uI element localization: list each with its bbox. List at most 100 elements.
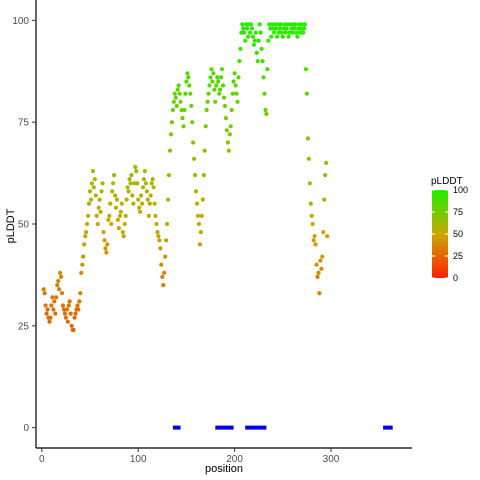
legend-tick-label: 50 [453,229,463,239]
legend-tick-label: 100 [453,185,468,195]
data-point [81,254,86,259]
data-point [105,242,110,247]
data-point [136,197,141,202]
data-point [301,30,306,35]
data-point [41,287,46,292]
data-point [271,26,276,31]
data-point [148,193,153,198]
domain-bar [215,425,234,430]
data-point [253,30,258,35]
data-point [170,107,175,113]
data-point [247,30,253,35]
data-point [135,181,140,186]
data-point [198,230,203,235]
data-point [165,221,170,227]
data-point [208,75,213,80]
data-point [131,201,136,206]
data-point [255,59,260,64]
data-point [80,262,85,267]
data-point [157,238,162,243]
data-point [139,193,144,198]
data-point [76,307,81,312]
data-point [202,148,207,153]
data-point [312,234,317,239]
data-point [279,30,284,35]
data-point [180,116,185,121]
data-point [156,234,161,239]
data-point [232,71,237,76]
data-point [95,221,100,227]
data-point [288,22,293,27]
data-point [120,230,125,235]
data-point [241,26,246,31]
data-point [158,246,163,251]
data-point [320,254,325,259]
data-point [51,307,56,312]
data-point [93,193,98,198]
data-point [301,26,307,31]
data-point [179,107,184,113]
data-point [226,148,231,153]
data-point [228,124,233,129]
data-point [45,307,50,312]
data-point [322,197,327,202]
data-point [305,136,310,141]
data-point [194,201,200,206]
data-point [217,91,222,96]
data-point [221,95,227,100]
data-point [154,221,159,227]
x-tick-label: 0 [39,454,45,465]
data-point [144,189,149,194]
data-point [61,307,67,312]
data-point [213,99,218,104]
data-point [196,221,201,227]
data-point [59,274,64,279]
data-point [281,26,286,31]
legend-tick-label: 0 [453,273,458,283]
data-point [178,99,183,104]
data-point [96,205,101,210]
data-point [55,283,60,288]
data-point [162,270,167,275]
data-point [258,30,263,35]
data-point [313,242,318,247]
data-point [235,99,240,104]
data-point [168,132,174,137]
data-point [212,87,217,92]
data-point [127,177,132,182]
data-point [262,91,267,96]
data-point [303,67,308,72]
data-point [44,311,49,316]
data-point [140,201,145,206]
data-point [47,319,52,324]
data-point [85,221,90,227]
domain-bar [245,425,267,430]
data-point [100,181,105,186]
data-point [84,230,89,235]
data-point [211,71,216,76]
data-point [245,26,250,31]
data-point [56,278,61,284]
data-point [261,75,266,80]
data-point [206,91,211,96]
data-point [116,226,121,231]
data-point [83,234,88,239]
data-point [140,185,146,190]
data-point [98,209,103,214]
data-point [292,26,297,31]
data-point [193,189,199,194]
data-point [287,30,292,35]
data-point [75,303,80,308]
data-point [321,230,326,235]
data-point [278,22,283,27]
data-point [161,283,166,288]
data-point [43,303,48,308]
data-point [189,103,194,108]
data-point [110,189,115,194]
data-point [263,107,268,113]
data-point [113,205,119,210]
data-point [214,83,219,88]
x-tick-label: 100 [130,454,147,465]
data-point [171,99,176,104]
